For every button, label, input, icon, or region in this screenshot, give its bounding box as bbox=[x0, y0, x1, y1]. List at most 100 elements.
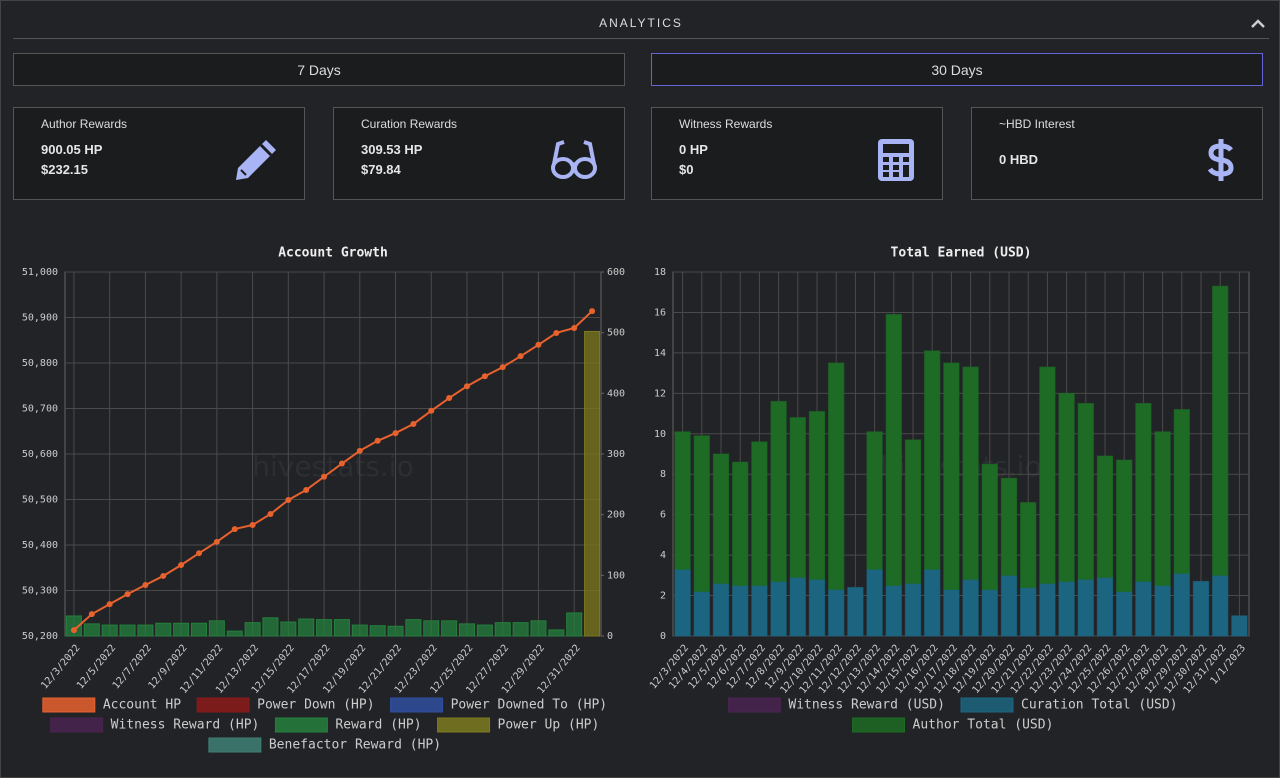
bar-segment bbox=[693, 591, 710, 637]
y2-tick-label: 500 bbox=[607, 328, 625, 339]
y-tick-label: 10 bbox=[654, 429, 666, 440]
bar-segment bbox=[1058, 392, 1075, 582]
y-tick-label: 50,800 bbox=[22, 358, 58, 369]
legend-label: Witness Reward (HP) bbox=[111, 718, 260, 733]
bar bbox=[494, 622, 511, 637]
stat-card: Witness Rewards 0 HP $0 bbox=[651, 107, 943, 200]
range-button[interactable]: 30 Days bbox=[651, 53, 1263, 86]
y-tick-label: 50,900 bbox=[22, 313, 58, 324]
bar-segment bbox=[1135, 402, 1152, 582]
bar-segment bbox=[962, 366, 979, 580]
bar bbox=[351, 624, 368, 637]
legend-label: Account HP bbox=[103, 698, 181, 713]
y-tick-label: 50,700 bbox=[22, 404, 58, 415]
legend-swatch bbox=[727, 697, 781, 713]
bar bbox=[244, 622, 261, 637]
y-tick-label: 2 bbox=[660, 591, 666, 602]
y-tick-label: 0 bbox=[660, 631, 666, 642]
card-label: Curation Rewards bbox=[361, 117, 458, 131]
point bbox=[303, 486, 310, 493]
bar bbox=[280, 621, 297, 637]
legend-label: Power Downed To (HP) bbox=[451, 698, 608, 713]
bar-segment bbox=[1192, 580, 1210, 637]
bar-segment bbox=[866, 568, 883, 637]
bar-segment bbox=[1039, 366, 1056, 584]
bar-segment bbox=[1231, 615, 1248, 637]
collapse-icon[interactable] bbox=[1251, 19, 1265, 29]
y-tick-label: 50,400 bbox=[22, 540, 58, 551]
bar-segment bbox=[828, 362, 845, 590]
bar-segment bbox=[674, 431, 691, 570]
bar-segment bbox=[1077, 578, 1094, 637]
point bbox=[571, 324, 578, 331]
bar bbox=[584, 330, 601, 637]
bar-segment bbox=[751, 441, 768, 586]
point bbox=[446, 395, 453, 402]
chart-title: Account Growth bbox=[278, 246, 388, 261]
pencil-icon bbox=[236, 140, 276, 180]
point bbox=[285, 496, 292, 503]
bar-segment bbox=[751, 584, 768, 637]
bar-segment bbox=[1039, 582, 1056, 637]
bar bbox=[387, 625, 404, 637]
point bbox=[517, 353, 524, 360]
bar-segment bbox=[904, 439, 922, 584]
bar bbox=[119, 624, 136, 637]
point bbox=[106, 601, 113, 608]
stat-card: ~HBD Interest 0 HBD bbox=[971, 107, 1263, 200]
card-value: 309.53 HP bbox=[361, 142, 423, 157]
card-value: 900.05 HP bbox=[41, 142, 103, 157]
card-label: Witness Rewards bbox=[679, 117, 773, 131]
legend-swatch bbox=[852, 717, 906, 733]
legend-swatch bbox=[50, 717, 104, 733]
stat-card: Author Rewards 900.05 HP $232.15 bbox=[13, 107, 305, 200]
bar bbox=[155, 622, 172, 637]
bar-segment bbox=[1116, 591, 1133, 637]
dollar-icon bbox=[1207, 139, 1234, 181]
bar bbox=[173, 622, 190, 637]
point bbox=[553, 329, 560, 336]
point bbox=[338, 460, 345, 467]
bar-segment bbox=[962, 578, 979, 637]
card-value: $79.84 bbox=[361, 162, 401, 177]
bar bbox=[190, 622, 208, 637]
bar-segment bbox=[981, 463, 998, 590]
bar-segment bbox=[1077, 402, 1094, 580]
bar-segment bbox=[1154, 431, 1171, 586]
bar-segment bbox=[693, 435, 710, 593]
legend-swatch bbox=[196, 697, 250, 713]
bar-segment bbox=[924, 568, 941, 637]
bar bbox=[208, 620, 225, 637]
y-tick-label: 16 bbox=[654, 307, 666, 318]
legend-swatch bbox=[42, 697, 96, 713]
bar-segment bbox=[981, 588, 998, 637]
bar-segment bbox=[1096, 576, 1114, 637]
bar-segment bbox=[732, 584, 749, 637]
y-tick-label: 6 bbox=[660, 510, 666, 521]
y2-tick-label: 300 bbox=[607, 449, 625, 460]
y2-tick-label: 0 bbox=[607, 631, 613, 642]
range-button[interactable]: 7 Days bbox=[13, 53, 625, 86]
card-label: Author Rewards bbox=[41, 117, 128, 131]
point bbox=[410, 420, 417, 427]
y-tick-label: 18 bbox=[654, 267, 666, 278]
bar bbox=[83, 623, 100, 637]
point bbox=[267, 511, 274, 518]
y-tick-label: 12 bbox=[654, 388, 666, 399]
card-value: 0 HP bbox=[679, 142, 708, 157]
bar-segment bbox=[1000, 574, 1018, 637]
legend-label: Power Down (HP) bbox=[257, 698, 374, 713]
point bbox=[499, 364, 506, 371]
y-tick-label: 50,500 bbox=[22, 495, 58, 506]
bar-segment bbox=[924, 350, 941, 570]
point bbox=[231, 526, 238, 533]
bar bbox=[405, 619, 422, 637]
bar bbox=[458, 623, 476, 637]
bar bbox=[548, 629, 565, 637]
bar-segment bbox=[943, 588, 960, 637]
y-tick-label: 50,300 bbox=[22, 586, 58, 597]
y-tick-label: 4 bbox=[660, 550, 666, 561]
bar-segment bbox=[885, 584, 902, 637]
legend-swatch bbox=[208, 737, 262, 753]
